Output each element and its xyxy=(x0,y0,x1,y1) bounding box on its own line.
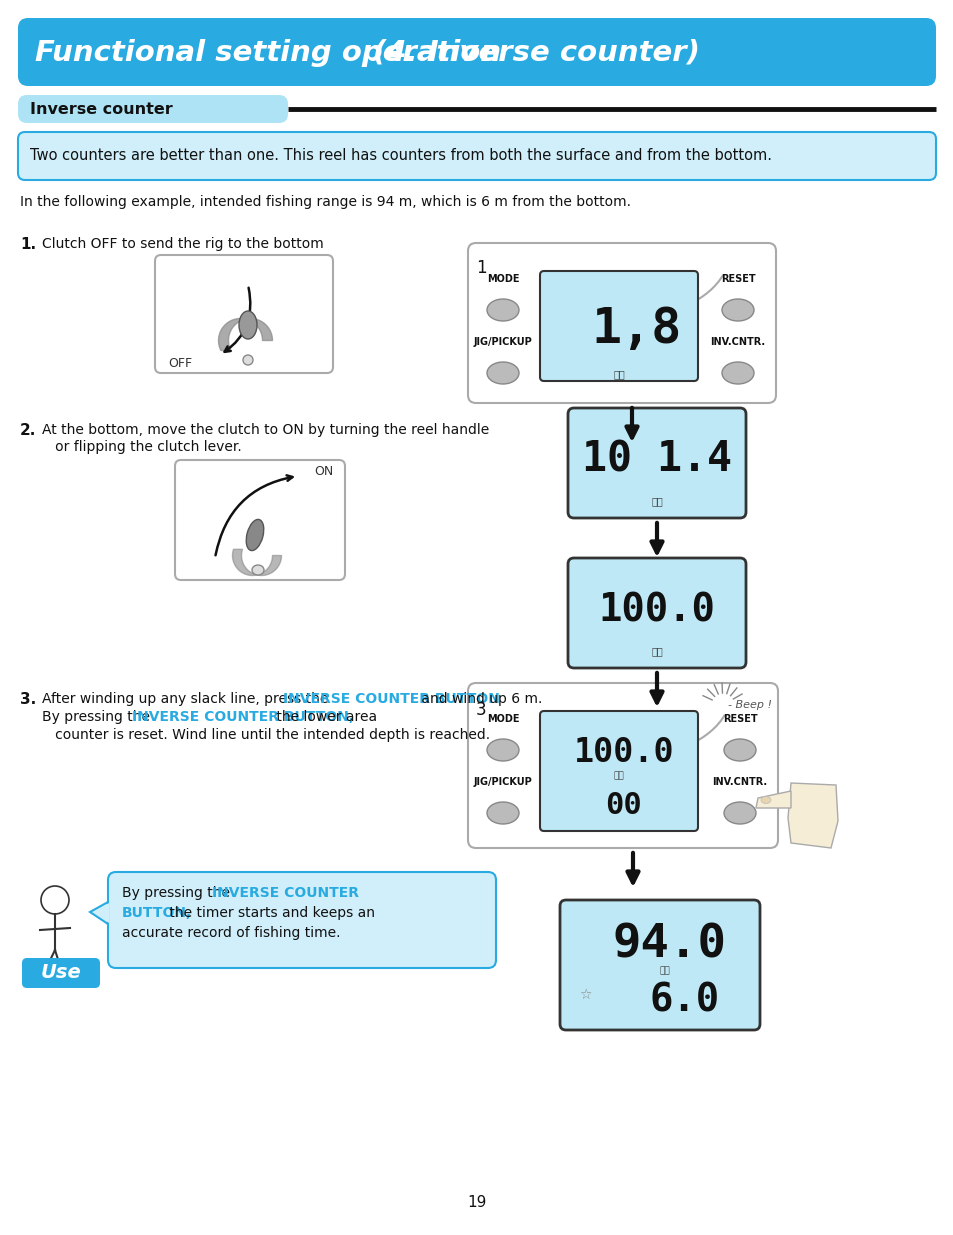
Text: 1.: 1. xyxy=(20,237,36,252)
Ellipse shape xyxy=(239,311,256,338)
FancyBboxPatch shape xyxy=(539,270,698,382)
FancyBboxPatch shape xyxy=(539,711,698,831)
FancyBboxPatch shape xyxy=(468,243,775,403)
Text: or flipping the clutch lever.: or flipping the clutch lever. xyxy=(42,440,241,454)
Text: ☆: ☆ xyxy=(578,988,591,1002)
FancyBboxPatch shape xyxy=(18,19,935,86)
FancyBboxPatch shape xyxy=(108,872,496,968)
Text: By pressing the: By pressing the xyxy=(42,710,154,724)
FancyBboxPatch shape xyxy=(154,254,333,373)
Text: the lower area: the lower area xyxy=(272,710,376,724)
Polygon shape xyxy=(787,783,837,848)
Text: 船止: 船止 xyxy=(659,966,670,974)
Text: MODE: MODE xyxy=(486,714,518,724)
Text: 94.0: 94.0 xyxy=(613,923,726,967)
Ellipse shape xyxy=(486,299,518,321)
Text: OFF: OFF xyxy=(168,357,192,370)
Text: counter is reset. Wind line until the intended depth is reached.: counter is reset. Wind line until the in… xyxy=(42,727,490,742)
Text: the timer starts and keeps an: the timer starts and keeps an xyxy=(165,906,375,920)
Text: 船止: 船止 xyxy=(613,369,624,379)
Text: 1: 1 xyxy=(476,259,486,277)
Text: RESET: RESET xyxy=(720,274,755,284)
Text: 100.0: 100.0 xyxy=(598,592,715,629)
Text: 船止: 船止 xyxy=(613,771,623,781)
Text: At the bottom, move the clutch to ON by turning the reel handle: At the bottom, move the clutch to ON by … xyxy=(42,424,489,437)
FancyBboxPatch shape xyxy=(567,408,745,517)
Text: 10 1.4: 10 1.4 xyxy=(581,438,731,480)
FancyBboxPatch shape xyxy=(22,958,100,988)
Text: JIG/PICKUP: JIG/PICKUP xyxy=(473,337,532,347)
Text: 19: 19 xyxy=(467,1195,486,1210)
Ellipse shape xyxy=(486,362,518,384)
Text: INVERSE COUNTER BUTTON,: INVERSE COUNTER BUTTON, xyxy=(132,710,354,724)
Ellipse shape xyxy=(723,802,755,824)
Text: MODE: MODE xyxy=(486,274,518,284)
Polygon shape xyxy=(755,790,790,808)
Text: INV.CNTR.: INV.CNTR. xyxy=(712,777,767,787)
FancyBboxPatch shape xyxy=(468,683,778,848)
Text: 6.0: 6.0 xyxy=(649,981,720,1019)
Text: 船止: 船止 xyxy=(651,496,662,506)
Text: Functional setting operation: Functional setting operation xyxy=(35,40,500,67)
Text: 1,8: 1,8 xyxy=(591,305,681,353)
FancyBboxPatch shape xyxy=(567,558,745,668)
Text: (4. Inverse counter): (4. Inverse counter) xyxy=(363,40,700,67)
Text: Use: Use xyxy=(41,963,81,983)
Text: 100.0: 100.0 xyxy=(573,736,674,769)
Text: 00: 00 xyxy=(605,792,641,820)
Text: ON: ON xyxy=(314,466,333,478)
FancyBboxPatch shape xyxy=(18,132,935,180)
Text: Clutch OFF to send the rig to the bottom: Clutch OFF to send the rig to the bottom xyxy=(42,237,323,251)
FancyBboxPatch shape xyxy=(174,459,345,580)
Ellipse shape xyxy=(246,520,263,551)
Text: RESET: RESET xyxy=(722,714,757,724)
Ellipse shape xyxy=(252,564,264,576)
Text: 2.: 2. xyxy=(20,424,36,438)
Text: BUTTON,: BUTTON, xyxy=(122,906,193,920)
Text: 3: 3 xyxy=(476,701,486,719)
Text: INV.CNTR.: INV.CNTR. xyxy=(710,337,764,347)
Polygon shape xyxy=(94,903,109,923)
Ellipse shape xyxy=(760,797,770,804)
Text: and wind up 6 m.: and wind up 6 m. xyxy=(416,692,542,706)
Ellipse shape xyxy=(486,739,518,761)
Text: Inverse counter: Inverse counter xyxy=(30,101,172,116)
Text: After winding up any slack line, press the: After winding up any slack line, press t… xyxy=(42,692,333,706)
Text: accurate record of fishing time.: accurate record of fishing time. xyxy=(122,926,340,940)
FancyBboxPatch shape xyxy=(18,95,288,124)
Text: Two counters are better than one. This reel has counters from both the surface a: Two counters are better than one. This r… xyxy=(30,148,771,163)
Text: By pressing the: By pressing the xyxy=(122,885,234,900)
Ellipse shape xyxy=(486,802,518,824)
Ellipse shape xyxy=(41,885,69,914)
Text: 船止: 船止 xyxy=(651,646,662,656)
Ellipse shape xyxy=(723,739,755,761)
Text: JIG/PICKUP: JIG/PICKUP xyxy=(473,777,532,787)
Text: In the following example, intended fishing range is 94 m, which is 6 m from the : In the following example, intended fishi… xyxy=(20,195,630,209)
Ellipse shape xyxy=(721,299,753,321)
Text: 3.: 3. xyxy=(20,692,36,706)
Text: INVERSE COUNTER BUTTON: INVERSE COUNTER BUTTON xyxy=(282,692,499,706)
FancyBboxPatch shape xyxy=(559,900,760,1030)
Polygon shape xyxy=(90,902,108,924)
Ellipse shape xyxy=(721,362,753,384)
Text: INVERSE COUNTER: INVERSE COUNTER xyxy=(212,885,358,900)
Text: - Beep !: - Beep ! xyxy=(727,700,771,710)
Ellipse shape xyxy=(243,354,253,366)
